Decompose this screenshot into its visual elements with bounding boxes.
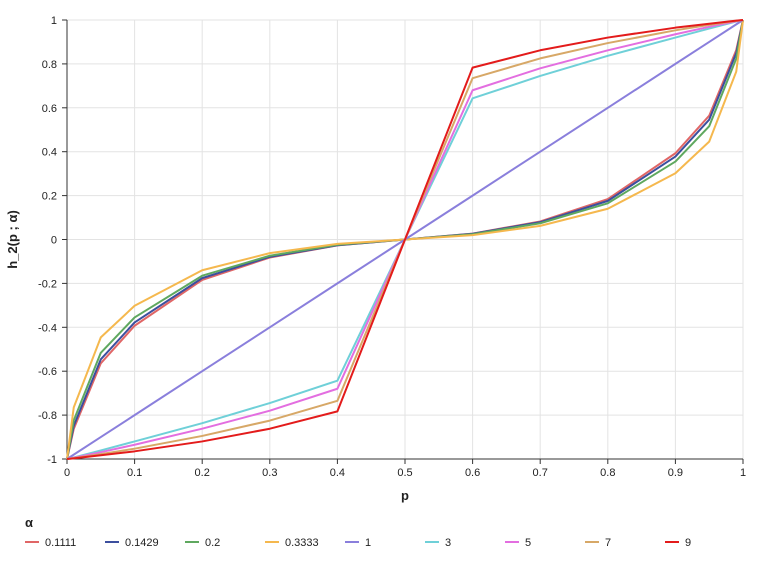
y-tick-label: 1	[51, 15, 57, 27]
x-tick-label: 0.4	[330, 467, 345, 479]
legend-label-7: 7	[605, 537, 611, 549]
x-tick-label: 0.9	[668, 467, 683, 479]
tick-labels: 0 0.1 0.2 0.3 0.4 0.5 0.6 0.7 0.8 0.9 1 -1 -0.8 -0.6 -…	[38, 15, 746, 479]
legend-label-8: 9	[685, 537, 691, 549]
legend-label-6: 5	[525, 537, 531, 549]
x-tick-label: 0.2	[195, 467, 210, 479]
y-tick-label: 0	[51, 235, 57, 247]
series-lines	[66, 19, 744, 460]
legend-label-3: 0.3333	[285, 537, 319, 549]
y-tick-label: -0.2	[38, 278, 57, 290]
x-tick-label: 0.8	[600, 467, 615, 479]
y-tick-label: 0.6	[42, 103, 57, 115]
series-line-8	[66, 19, 744, 460]
y-tick-label: 0.2	[42, 191, 57, 203]
legend-label-5: 3	[445, 537, 451, 549]
x-tick-label: 0.7	[533, 467, 548, 479]
x-tick-label: 0.5	[397, 467, 412, 479]
y-tick-label: 0.4	[42, 147, 57, 159]
legend-label-2: 0.2	[205, 537, 220, 549]
x-tick-label: 0.6	[465, 467, 480, 479]
legend: 0.1111 0.1429 0.2 0.3333 1 3 5 7 9	[25, 537, 691, 549]
x-tick-label: 0.3	[262, 467, 277, 479]
legend-title: α	[25, 515, 33, 530]
x-tick-label: 0.1	[127, 467, 142, 479]
legend-label-4: 1	[365, 537, 371, 549]
y-axis-title: h_2(p ; α)	[5, 210, 20, 269]
legend-label-1: 0.1429	[125, 537, 159, 549]
y-tick-label: 0.8	[42, 59, 57, 71]
x-tick-label: 0	[64, 467, 70, 479]
y-tick-label: -0.8	[38, 410, 57, 422]
axes	[62, 19, 744, 464]
y-tick-label: -0.6	[38, 366, 57, 378]
y-tick-label: -0.4	[38, 322, 57, 334]
x-tick-label: 1	[740, 467, 746, 479]
x-axis-title: p	[401, 488, 409, 503]
legend-label-0: 0.1111	[45, 537, 76, 549]
y-tick-label: -1	[47, 454, 57, 466]
